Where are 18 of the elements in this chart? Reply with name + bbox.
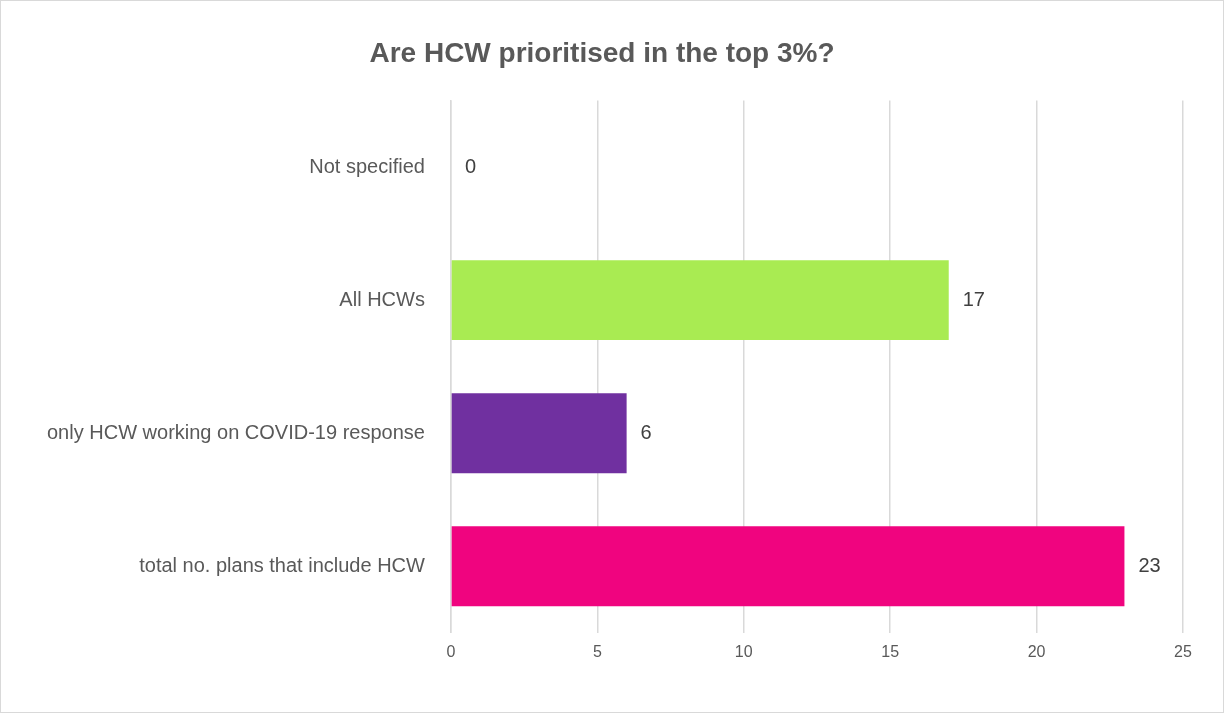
x-tick-label: 25 [1174, 642, 1192, 660]
bar [451, 526, 1125, 607]
x-tick-label: 20 [1027, 642, 1046, 660]
x-tick-label: 15 [881, 642, 900, 660]
x-tick-label: 10 [734, 642, 753, 660]
data-label: 6 [640, 420, 652, 443]
y-tick-label: total no. plans that include HCW [139, 553, 426, 576]
data-label: 23 [1138, 553, 1161, 576]
chart-title: Are HCW prioritised in the top 3%? [369, 36, 835, 68]
y-tick-label: Not specified [309, 154, 425, 177]
bar [451, 260, 949, 341]
data-label: 0 [464, 154, 477, 177]
bar [451, 393, 627, 474]
x-tick-label: 0 [446, 642, 456, 660]
data-label: 17 [962, 287, 985, 310]
y-tick-label: All HCWs [339, 287, 425, 310]
x-tick-label: 5 [592, 642, 602, 660]
y-tick-label: only HCW working on COVID-19 response [47, 420, 425, 443]
